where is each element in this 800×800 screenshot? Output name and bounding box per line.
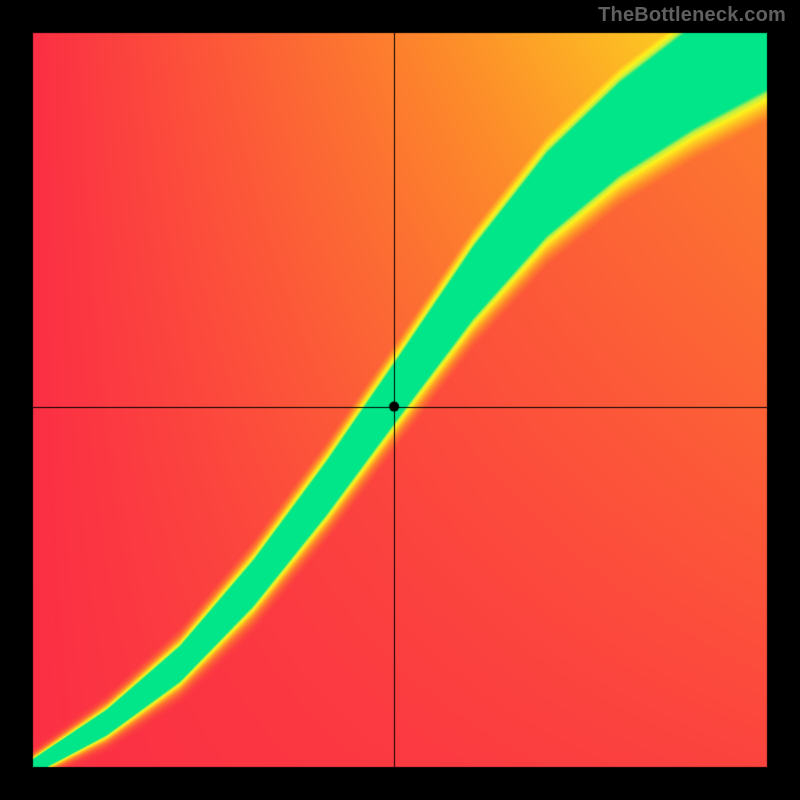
chart-container: TheBottleneck.com — [0, 0, 800, 800]
bottleneck-heatmap — [0, 0, 800, 800]
watermark-text: TheBottleneck.com — [598, 4, 786, 27]
